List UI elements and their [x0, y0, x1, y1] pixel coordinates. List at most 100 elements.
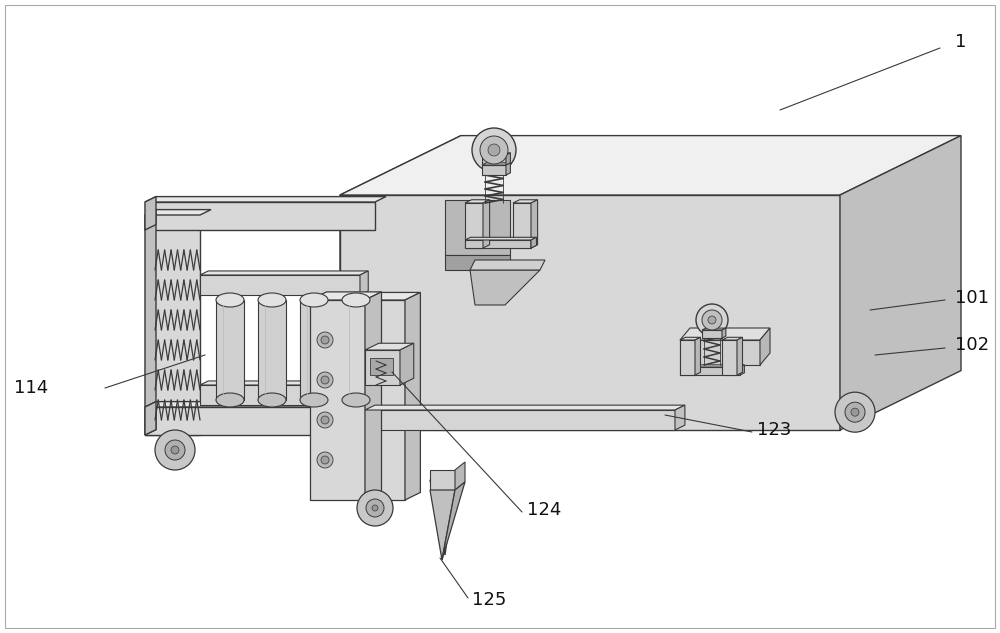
Polygon shape	[680, 340, 695, 375]
Ellipse shape	[300, 293, 328, 307]
Circle shape	[472, 128, 516, 172]
Text: 102: 102	[955, 336, 989, 354]
Circle shape	[702, 310, 722, 330]
Circle shape	[321, 376, 329, 384]
Circle shape	[488, 144, 500, 156]
Polygon shape	[430, 470, 455, 490]
Polygon shape	[400, 343, 414, 385]
Polygon shape	[513, 203, 531, 248]
Polygon shape	[365, 343, 414, 350]
Polygon shape	[365, 292, 382, 500]
Polygon shape	[430, 490, 455, 560]
Polygon shape	[722, 328, 726, 338]
Polygon shape	[145, 407, 375, 435]
Circle shape	[155, 430, 195, 470]
Circle shape	[851, 408, 859, 416]
Circle shape	[317, 372, 333, 388]
Circle shape	[165, 440, 185, 460]
Polygon shape	[470, 260, 545, 270]
Polygon shape	[465, 240, 531, 248]
Polygon shape	[737, 337, 742, 375]
Polygon shape	[216, 300, 244, 400]
Polygon shape	[680, 365, 744, 367]
Polygon shape	[506, 163, 510, 175]
Polygon shape	[445, 200, 510, 255]
Polygon shape	[340, 195, 840, 430]
Text: 1: 1	[955, 33, 966, 51]
Polygon shape	[482, 153, 510, 155]
Polygon shape	[455, 462, 465, 490]
Polygon shape	[370, 358, 393, 375]
Circle shape	[317, 452, 333, 468]
Polygon shape	[340, 135, 961, 195]
Polygon shape	[200, 275, 360, 295]
Text: 101: 101	[955, 289, 989, 307]
Polygon shape	[360, 300, 405, 500]
Circle shape	[372, 505, 378, 511]
Polygon shape	[695, 337, 700, 375]
Polygon shape	[702, 328, 726, 330]
Polygon shape	[300, 300, 328, 400]
Polygon shape	[680, 328, 770, 340]
Polygon shape	[531, 200, 538, 248]
Polygon shape	[145, 401, 156, 435]
Ellipse shape	[342, 293, 370, 307]
Circle shape	[321, 456, 329, 464]
Polygon shape	[365, 410, 675, 430]
Ellipse shape	[216, 393, 244, 407]
Polygon shape	[405, 292, 420, 500]
Polygon shape	[365, 350, 400, 385]
Text: 124: 124	[527, 501, 561, 519]
Circle shape	[321, 416, 329, 424]
Circle shape	[480, 136, 508, 164]
Polygon shape	[258, 300, 286, 400]
Polygon shape	[702, 330, 722, 338]
Circle shape	[845, 402, 865, 422]
Polygon shape	[145, 197, 156, 230]
Polygon shape	[465, 200, 490, 203]
Circle shape	[366, 499, 384, 517]
Polygon shape	[465, 203, 483, 248]
Polygon shape	[482, 163, 510, 165]
Polygon shape	[470, 270, 540, 305]
Polygon shape	[483, 200, 490, 248]
Polygon shape	[445, 255, 510, 270]
Circle shape	[171, 446, 179, 454]
Circle shape	[321, 336, 329, 344]
Polygon shape	[675, 405, 685, 430]
Polygon shape	[342, 300, 370, 400]
Circle shape	[835, 392, 875, 432]
Polygon shape	[145, 197, 386, 202]
Polygon shape	[360, 381, 368, 405]
Polygon shape	[365, 405, 685, 410]
Polygon shape	[531, 237, 536, 248]
Circle shape	[317, 412, 333, 428]
Polygon shape	[722, 340, 737, 375]
Polygon shape	[145, 210, 156, 435]
Polygon shape	[465, 237, 536, 240]
Polygon shape	[722, 337, 742, 340]
Circle shape	[696, 304, 728, 336]
Polygon shape	[840, 135, 961, 430]
Polygon shape	[430, 480, 455, 555]
Polygon shape	[145, 401, 386, 407]
Text: 125: 125	[472, 591, 506, 609]
Polygon shape	[760, 328, 770, 365]
Polygon shape	[360, 292, 420, 300]
Polygon shape	[482, 165, 506, 175]
Circle shape	[708, 316, 716, 324]
Circle shape	[357, 490, 393, 526]
Polygon shape	[310, 292, 382, 300]
Polygon shape	[740, 365, 744, 375]
Polygon shape	[145, 202, 375, 230]
Polygon shape	[680, 340, 760, 365]
Ellipse shape	[258, 293, 286, 307]
Polygon shape	[340, 135, 461, 430]
Polygon shape	[506, 153, 510, 165]
Polygon shape	[360, 271, 368, 295]
Text: 114: 114	[14, 379, 48, 397]
Polygon shape	[145, 210, 211, 215]
Circle shape	[317, 332, 333, 348]
Ellipse shape	[258, 393, 286, 407]
Ellipse shape	[300, 393, 328, 407]
